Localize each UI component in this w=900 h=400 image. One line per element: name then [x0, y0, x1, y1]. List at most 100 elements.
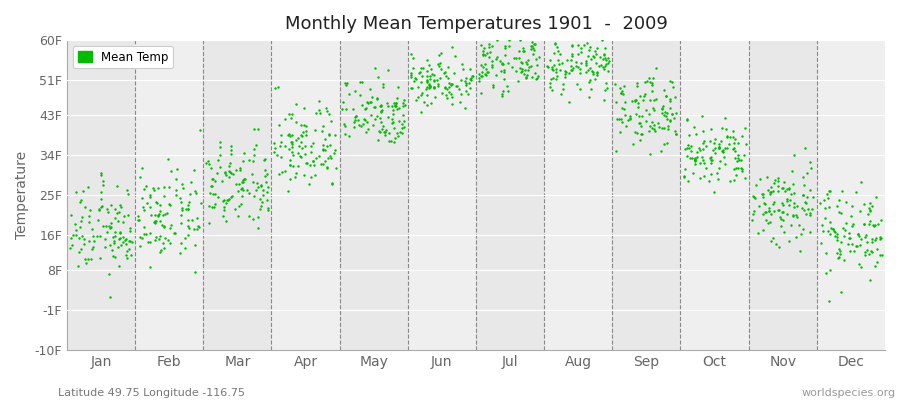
Point [148, 218, 163, 224]
Point [822, 204, 836, 210]
Point [678, 146, 692, 153]
Point [260, 196, 274, 203]
Point [760, 220, 775, 226]
Point [693, 175, 707, 181]
Point [222, 196, 237, 202]
Point [260, 207, 274, 214]
Point [472, 71, 487, 78]
Point [211, 157, 225, 163]
Point [143, 204, 157, 210]
Point [842, 234, 857, 241]
Point [220, 197, 235, 203]
Point [646, 104, 661, 111]
Point [463, 79, 477, 86]
Point [206, 190, 220, 197]
Point [303, 162, 318, 168]
Point [383, 138, 398, 144]
Point [868, 194, 883, 200]
Point [655, 106, 670, 113]
Point [64, 212, 78, 218]
Point [495, 60, 509, 66]
Point [828, 229, 842, 236]
Point [614, 90, 628, 96]
Point [142, 264, 157, 271]
Point [552, 61, 566, 67]
Point [364, 112, 378, 119]
Point [862, 251, 877, 258]
Point [845, 223, 859, 229]
Point [486, 84, 500, 90]
Point [413, 79, 428, 85]
Point [726, 166, 741, 172]
Point [258, 173, 273, 179]
Point [579, 60, 593, 66]
Title: Monthly Mean Temperatures 1901  -  2009: Monthly Mean Temperatures 1901 - 2009 [284, 15, 668, 33]
Point [68, 220, 82, 227]
Point [371, 137, 385, 143]
Point [260, 189, 274, 195]
Point [418, 86, 433, 92]
Point [167, 229, 182, 236]
Point [392, 105, 406, 111]
Point [355, 102, 369, 108]
Point [732, 157, 746, 164]
Point [760, 174, 774, 180]
Point [775, 184, 789, 191]
Point [852, 232, 867, 239]
Point [500, 83, 514, 89]
Point [598, 63, 612, 70]
Point [381, 103, 395, 109]
Point [763, 189, 778, 195]
Point [858, 252, 872, 258]
Point [668, 127, 682, 134]
Point [824, 266, 838, 273]
Point [105, 247, 120, 254]
Point [71, 248, 86, 255]
Point [819, 250, 833, 256]
Point [261, 184, 275, 190]
Point [232, 202, 247, 209]
Point [202, 220, 216, 226]
Point [495, 91, 509, 98]
Point [234, 185, 248, 191]
Point [633, 136, 647, 143]
Point [94, 254, 108, 261]
Point [569, 59, 583, 65]
Point [747, 208, 761, 215]
Point [853, 264, 868, 270]
Point [661, 126, 675, 133]
Point [550, 72, 564, 79]
Point [188, 241, 202, 248]
Point [695, 112, 709, 119]
Point [242, 213, 256, 220]
Point [169, 192, 184, 198]
Point [271, 84, 285, 90]
Point [788, 204, 802, 210]
Point [351, 116, 365, 123]
Point [789, 214, 804, 220]
Point [830, 249, 844, 256]
Point [346, 124, 361, 130]
Point [476, 52, 491, 58]
Point [477, 45, 491, 52]
Point [412, 69, 427, 76]
Point [508, 55, 523, 61]
Point [152, 249, 166, 256]
Point [573, 70, 588, 76]
Point [718, 125, 733, 132]
Point [857, 221, 871, 227]
Point [763, 189, 778, 196]
Point [391, 106, 405, 112]
Point [479, 66, 493, 72]
Point [151, 211, 166, 217]
Point [149, 234, 164, 240]
Point [590, 72, 604, 78]
Point [803, 187, 817, 193]
Point [599, 85, 614, 92]
Point [803, 210, 817, 216]
Point [645, 75, 660, 82]
Point [459, 88, 473, 94]
Point [414, 92, 428, 98]
Point [751, 230, 765, 236]
Point [821, 194, 835, 201]
